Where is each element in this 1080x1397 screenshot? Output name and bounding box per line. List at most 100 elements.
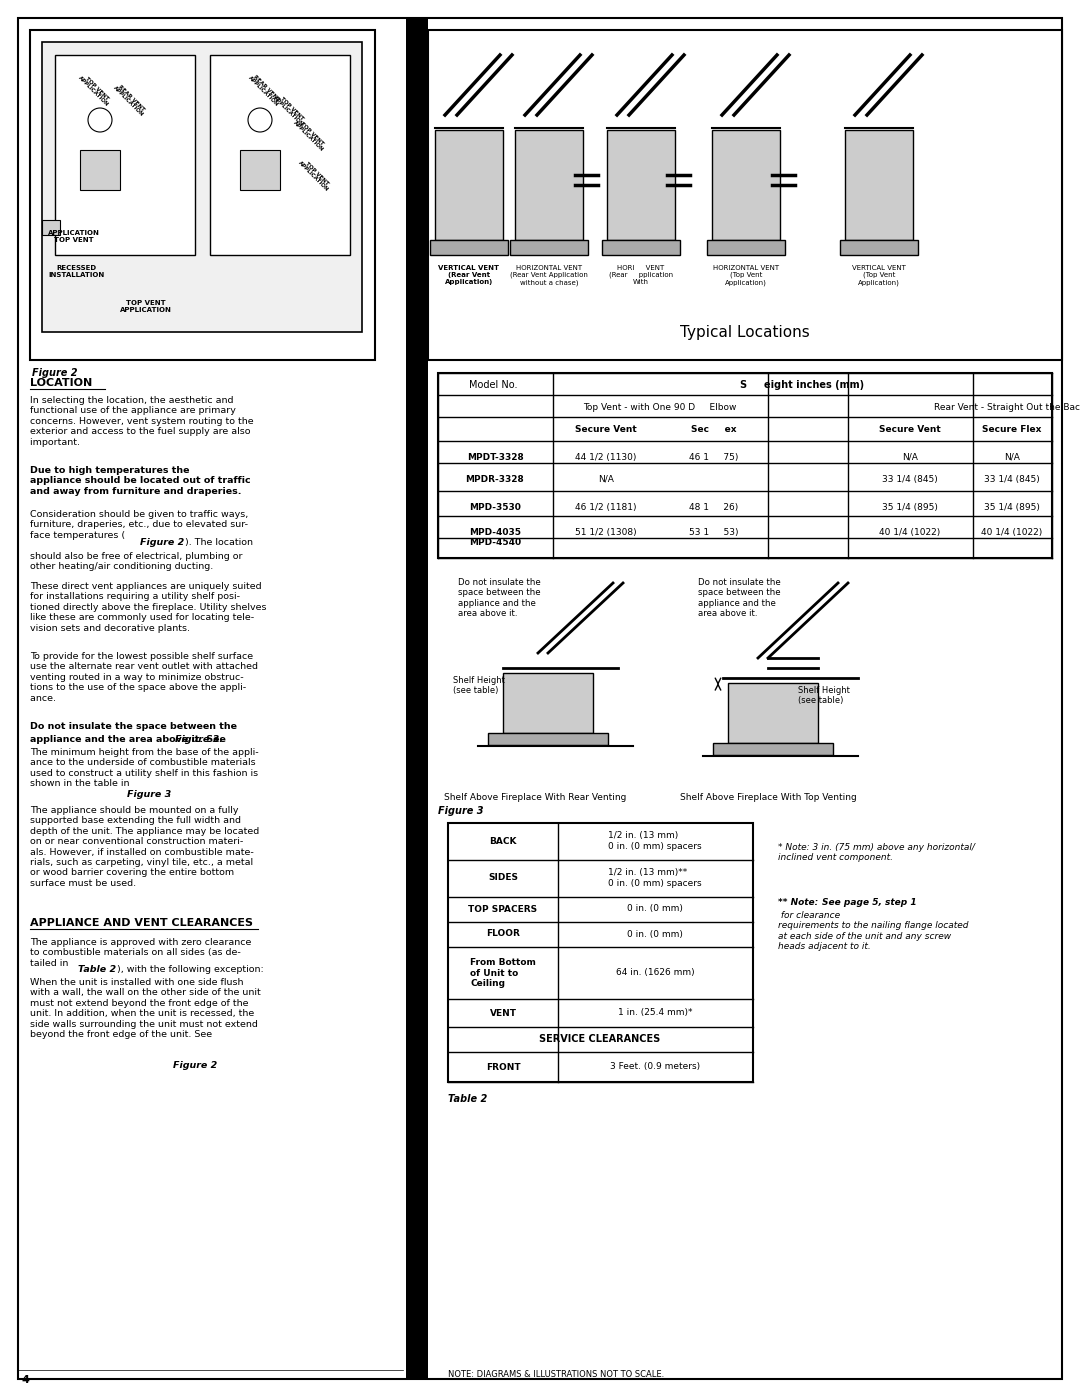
Text: Shelf Height
(see table): Shelf Height (see table) bbox=[453, 676, 504, 696]
Bar bbox=[438, 373, 1052, 557]
Text: Shelf Height
(see table): Shelf Height (see table) bbox=[798, 686, 850, 705]
Text: RECESSED
INSTALLATION: RECESSED INSTALLATION bbox=[48, 265, 105, 278]
Text: Table 2: Table 2 bbox=[448, 1094, 487, 1104]
Bar bbox=[430, 240, 508, 256]
Text: Rear Vent - Straight Out the Back: Rear Vent - Straight Out the Back bbox=[934, 404, 1080, 412]
Text: N/A: N/A bbox=[902, 453, 918, 462]
Text: VERTICAL VENT
(Rear Vent
Application): VERTICAL VENT (Rear Vent Application) bbox=[438, 265, 499, 285]
Text: These direct vent appliances are uniquely suited
for installations requiring a u: These direct vent appliances are uniquel… bbox=[30, 583, 267, 633]
Bar bbox=[30, 29, 375, 360]
Text: MPDT-3328: MPDT-3328 bbox=[467, 453, 524, 462]
Text: The appliance should be mounted on a fully
supported base extending the full wid: The appliance should be mounted on a ful… bbox=[30, 806, 259, 888]
Text: 0 in. (0 mm): 0 in. (0 mm) bbox=[627, 904, 683, 914]
Bar bbox=[728, 683, 818, 743]
Text: MPD-3530: MPD-3530 bbox=[469, 503, 521, 511]
Text: From Bottom
of Unit to
Ceiling: From Bottom of Unit to Ceiling bbox=[470, 958, 536, 988]
Text: Figure 3: Figure 3 bbox=[127, 789, 172, 799]
Text: Secure Vent: Secure Vent bbox=[576, 426, 637, 434]
Text: SIDES: SIDES bbox=[488, 873, 518, 883]
Text: Do not insulate the
space between the
appliance and the
area above it.: Do not insulate the space between the ap… bbox=[698, 578, 781, 619]
Text: To provide for the lowest possible shelf surface
use the alternate rear vent out: To provide for the lowest possible shelf… bbox=[30, 652, 258, 703]
Bar bbox=[42, 219, 60, 235]
Bar bbox=[515, 130, 583, 240]
Bar bbox=[503, 673, 593, 733]
Text: 46 1     75): 46 1 75) bbox=[689, 453, 739, 462]
Text: Figure 2: Figure 2 bbox=[140, 538, 185, 548]
Text: HORIZONTAL VENT
(Top Vent
Application): HORIZONTAL VENT (Top Vent Application) bbox=[713, 265, 779, 286]
Text: TOP VENT
APPLICATION: TOP VENT APPLICATION bbox=[297, 158, 333, 193]
Text: 1 in. (25.4 mm)*: 1 in. (25.4 mm)* bbox=[618, 1009, 692, 1017]
Text: The minimum height from the base of the appli-
ance to the underside of combusti: The minimum height from the base of the … bbox=[30, 747, 258, 788]
Text: 40 1/4 (1022): 40 1/4 (1022) bbox=[879, 528, 941, 536]
Text: Do not insulate the
space between the
appliance and the
area above it.: Do not insulate the space between the ap… bbox=[458, 578, 541, 619]
Text: VENT: VENT bbox=[489, 1009, 516, 1017]
Text: Do not insulate the space between the: Do not insulate the space between the bbox=[30, 722, 237, 731]
Text: Figure 3.: Figure 3. bbox=[175, 735, 222, 745]
Text: S     eight inches (mm): S eight inches (mm) bbox=[740, 380, 864, 390]
Bar bbox=[448, 823, 753, 1083]
Text: * Note: 3 in. (75 mm) above any horizontal/
inclined vent component.: * Note: 3 in. (75 mm) above any horizont… bbox=[778, 842, 975, 862]
Text: 46 1/2 (1181): 46 1/2 (1181) bbox=[576, 503, 637, 511]
Text: 1/2 in. (13 mm)**
0 in. (0 mm) spacers: 1/2 in. (13 mm)** 0 in. (0 mm) spacers bbox=[608, 869, 702, 887]
Text: ), with the following exception:: ), with the following exception: bbox=[114, 965, 264, 974]
Text: .: . bbox=[168, 789, 171, 799]
Bar bbox=[607, 130, 675, 240]
Text: Figure 2: Figure 2 bbox=[173, 1060, 217, 1070]
Text: 64 in. (1626 mm): 64 in. (1626 mm) bbox=[616, 968, 694, 978]
Text: 33 1/4 (845): 33 1/4 (845) bbox=[882, 475, 937, 483]
Text: Shelf Above Fireplace With Rear Venting: Shelf Above Fireplace With Rear Venting bbox=[444, 793, 626, 802]
Text: Figure 3: Figure 3 bbox=[438, 806, 484, 816]
Text: TOP VENT
APPLICATION: TOP VENT APPLICATION bbox=[293, 117, 327, 152]
Circle shape bbox=[87, 108, 112, 131]
Text: SERVICE CLEARANCES: SERVICE CLEARANCES bbox=[539, 1034, 661, 1044]
Text: REAR VENT
APPLICATION: REAR VENT APPLICATION bbox=[247, 73, 283, 108]
Text: appliance and the area above it. See: appliance and the area above it. See bbox=[30, 735, 229, 745]
Text: Top Vent - with One 90 D     Elbow: Top Vent - with One 90 D Elbow bbox=[583, 404, 737, 412]
Text: Secure Vent: Secure Vent bbox=[879, 426, 941, 434]
Text: BACK: BACK bbox=[489, 837, 516, 845]
Text: HORIZONTAL VENT
(Rear Vent Application
without a chase): HORIZONTAL VENT (Rear Vent Application w… bbox=[510, 265, 588, 286]
Text: TOP VENT
APPLICATION: TOP VENT APPLICATION bbox=[120, 300, 172, 313]
Text: N/A: N/A bbox=[1004, 453, 1020, 462]
Text: 3 Feet. (0.9 meters): 3 Feet. (0.9 meters) bbox=[610, 1063, 700, 1071]
Bar bbox=[707, 240, 785, 256]
Bar bbox=[712, 130, 780, 240]
Bar bbox=[428, 29, 1062, 360]
Bar bbox=[435, 130, 503, 240]
Bar bbox=[42, 42, 362, 332]
Bar bbox=[80, 149, 120, 190]
Text: Due to high temperatures the
appliance should be located out of traffic
and away: Due to high temperatures the appliance s… bbox=[30, 467, 251, 496]
Text: 51 1/2 (1308): 51 1/2 (1308) bbox=[576, 528, 637, 536]
Text: MPDR-3328: MPDR-3328 bbox=[465, 475, 525, 483]
Text: TOP VENT
APPLICATION: TOP VENT APPLICATION bbox=[272, 92, 308, 127]
Text: FRONT: FRONT bbox=[486, 1063, 521, 1071]
Text: 40 1/4 (1022): 40 1/4 (1022) bbox=[982, 528, 1042, 536]
Text: When the unit is installed with one side flush
with a wall, the wall on the othe: When the unit is installed with one side… bbox=[30, 978, 260, 1039]
Text: Figure 2: Figure 2 bbox=[32, 367, 78, 379]
Text: Typical Locations: Typical Locations bbox=[680, 326, 810, 339]
Bar bbox=[406, 18, 428, 1379]
Text: should also be free of electrical, plumbing or
other heating/air conditioning du: should also be free of electrical, plumb… bbox=[30, 552, 243, 571]
Text: See page 5, step 1: See page 5, step 1 bbox=[822, 898, 917, 907]
Text: 0 in. (0 mm): 0 in. (0 mm) bbox=[627, 929, 683, 939]
Text: HORI     VENT
(Rear     pplication
With: HORI VENT (Rear pplication With bbox=[609, 265, 673, 285]
Bar bbox=[240, 149, 280, 190]
Text: Consideration should be given to traffic ways,
furniture, draperies, etc., due t: Consideration should be given to traffic… bbox=[30, 510, 248, 539]
Text: 1/2 in. (13 mm)
0 in. (0 mm) spacers: 1/2 in. (13 mm) 0 in. (0 mm) spacers bbox=[608, 831, 702, 851]
Text: APPLICATION
TOP VENT: APPLICATION TOP VENT bbox=[48, 231, 99, 243]
Circle shape bbox=[248, 108, 272, 131]
Bar bbox=[845, 130, 913, 240]
Bar bbox=[210, 54, 350, 256]
Text: VERTICAL VENT
(Top Vent
Application): VERTICAL VENT (Top Vent Application) bbox=[852, 265, 906, 286]
Text: ). The location: ). The location bbox=[183, 538, 253, 548]
Bar bbox=[488, 733, 608, 745]
Bar bbox=[840, 240, 918, 256]
Bar bbox=[713, 743, 833, 754]
Text: TOP SPACERS: TOP SPACERS bbox=[469, 904, 538, 914]
Text: FLOOR: FLOOR bbox=[486, 929, 519, 939]
Text: .: . bbox=[213, 1060, 216, 1070]
Text: NOTE: DIAGRAMS & ILLUSTRATIONS NOT TO SCALE.: NOTE: DIAGRAMS & ILLUSTRATIONS NOT TO SC… bbox=[448, 1370, 664, 1379]
Bar bbox=[55, 54, 195, 256]
Text: 33 1/4 (845): 33 1/4 (845) bbox=[984, 475, 1040, 483]
Text: for clearance
requirements to the nailing flange located
at each side of the uni: for clearance requirements to the nailin… bbox=[778, 911, 969, 951]
